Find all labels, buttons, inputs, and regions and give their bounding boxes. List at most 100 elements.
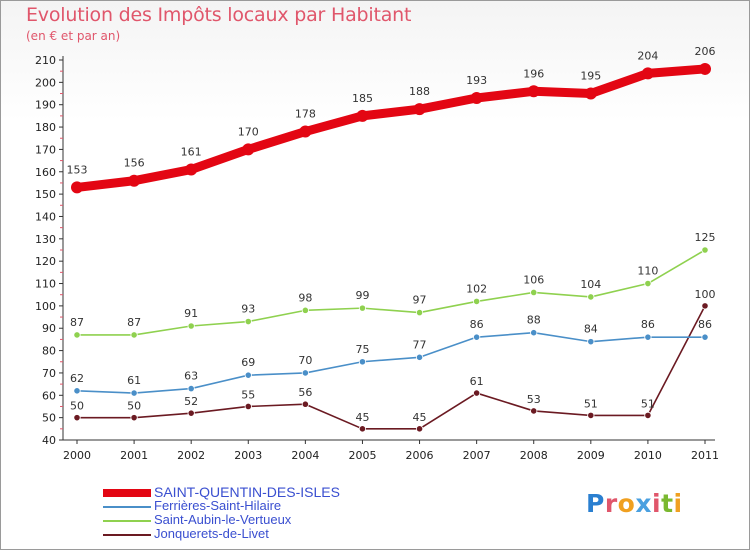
- x-tick-label: 2005: [348, 449, 376, 462]
- data-label: 100: [695, 288, 716, 301]
- data-point: [587, 411, 595, 420]
- data-point: [530, 407, 538, 415]
- data-label: 88: [527, 314, 541, 327]
- data-point: [527, 85, 540, 98]
- data-point: [644, 279, 652, 288]
- y-tick-label: 50: [42, 412, 56, 425]
- data-label: 75: [355, 343, 369, 356]
- data-label: 61: [470, 375, 484, 388]
- data-label: 77: [413, 338, 427, 351]
- data-label: 99: [355, 289, 369, 302]
- data-point: [358, 304, 367, 312]
- y-tick-label: 190: [35, 99, 56, 112]
- series-line: [76, 305, 706, 430]
- data-label: 50: [127, 400, 141, 413]
- data-label: 87: [70, 316, 84, 329]
- data-point: [470, 92, 483, 104]
- data-point: [415, 308, 424, 317]
- data-point: [473, 297, 481, 306]
- logo-letter: o: [617, 489, 636, 518]
- data-label: 52: [184, 395, 198, 408]
- data-point: [73, 331, 81, 339]
- data-label: 45: [413, 411, 427, 424]
- y-tick-label: 160: [35, 166, 56, 179]
- data-point: [530, 288, 538, 297]
- data-point: [415, 353, 424, 361]
- data-point: [187, 322, 195, 330]
- x-tick-label: 2001: [120, 449, 148, 462]
- data-point: [130, 389, 138, 397]
- legend-label: Ferrières-Saint-Hilaire: [154, 498, 282, 513]
- data-label: 206: [695, 45, 716, 58]
- data-point: [301, 369, 309, 377]
- data-point: [530, 329, 538, 337]
- series-line: [76, 331, 706, 394]
- data-point: [584, 87, 597, 100]
- data-point: [187, 409, 195, 417]
- y-tick-label: 60: [42, 389, 56, 402]
- y-tick-label: 90: [42, 322, 56, 335]
- data-label: 178: [295, 108, 316, 121]
- logo-letter: x: [635, 489, 652, 518]
- data-label: 102: [466, 282, 487, 295]
- data-label: 110: [637, 265, 658, 278]
- data-label: 153: [67, 163, 88, 176]
- logo-letter: i: [673, 489, 683, 518]
- x-tick-label: 2002: [177, 449, 205, 462]
- data-point: [244, 317, 252, 326]
- legend-label: Saint-Aubin-le-Vertueux: [154, 512, 292, 527]
- data-label: 56: [298, 386, 312, 399]
- data-label: 125: [695, 231, 716, 244]
- data-label: 93: [241, 303, 255, 316]
- data-point: [358, 358, 367, 366]
- data-point: [699, 62, 711, 75]
- data-point: [358, 425, 367, 433]
- data-point: [73, 414, 81, 422]
- logo-letter: P: [586, 489, 605, 518]
- data-label: 161: [181, 146, 202, 159]
- y-tick-label: 70: [42, 367, 56, 380]
- data-point: [701, 246, 709, 254]
- data-point: [473, 333, 481, 341]
- y-tick-label: 130: [35, 233, 56, 246]
- x-tick-label: 2007: [463, 449, 491, 462]
- data-point: [701, 333, 709, 341]
- y-tick-label: 40: [42, 434, 56, 447]
- data-label: 62: [70, 372, 84, 385]
- data-label: 87: [127, 316, 141, 329]
- data-label: 86: [470, 318, 484, 331]
- legend-label: SAINT-QUENTIN-DES-ISLES: [154, 484, 340, 500]
- y-tick-label: 120: [35, 255, 56, 268]
- data-point: [299, 125, 312, 138]
- legend-swatch: [103, 534, 151, 536]
- data-point: [187, 384, 195, 393]
- series-line: [76, 249, 706, 336]
- x-tick-label: 2011: [691, 449, 719, 462]
- data-label: 55: [241, 388, 255, 401]
- data-point: [301, 400, 309, 408]
- data-point: [130, 331, 138, 339]
- data-point: [644, 411, 652, 420]
- series-line: [72, 64, 710, 192]
- data-label: 63: [184, 370, 198, 383]
- data-point: [587, 293, 595, 301]
- data-label: 50: [70, 400, 84, 413]
- data-label: 70: [298, 354, 312, 367]
- data-label: 97: [413, 294, 427, 307]
- logo-letter: r: [604, 489, 618, 518]
- data-point: [301, 306, 309, 314]
- data-label: 104: [580, 278, 601, 291]
- y-tick-label: 210: [35, 54, 56, 67]
- data-label: 51: [584, 397, 598, 410]
- data-point: [356, 109, 369, 122]
- legend-label: Jonquerets-de-Livet: [154, 526, 269, 541]
- data-label: 86: [698, 318, 712, 331]
- chart-title: Evolution des Impôts locaux par Habitant: [26, 4, 412, 26]
- y-tick-label: 150: [35, 188, 56, 201]
- y-tick-label: 140: [35, 210, 56, 223]
- data-label: 98: [298, 291, 312, 304]
- data-point: [413, 103, 426, 116]
- data-label: 53: [527, 393, 541, 406]
- data-point: [473, 389, 481, 397]
